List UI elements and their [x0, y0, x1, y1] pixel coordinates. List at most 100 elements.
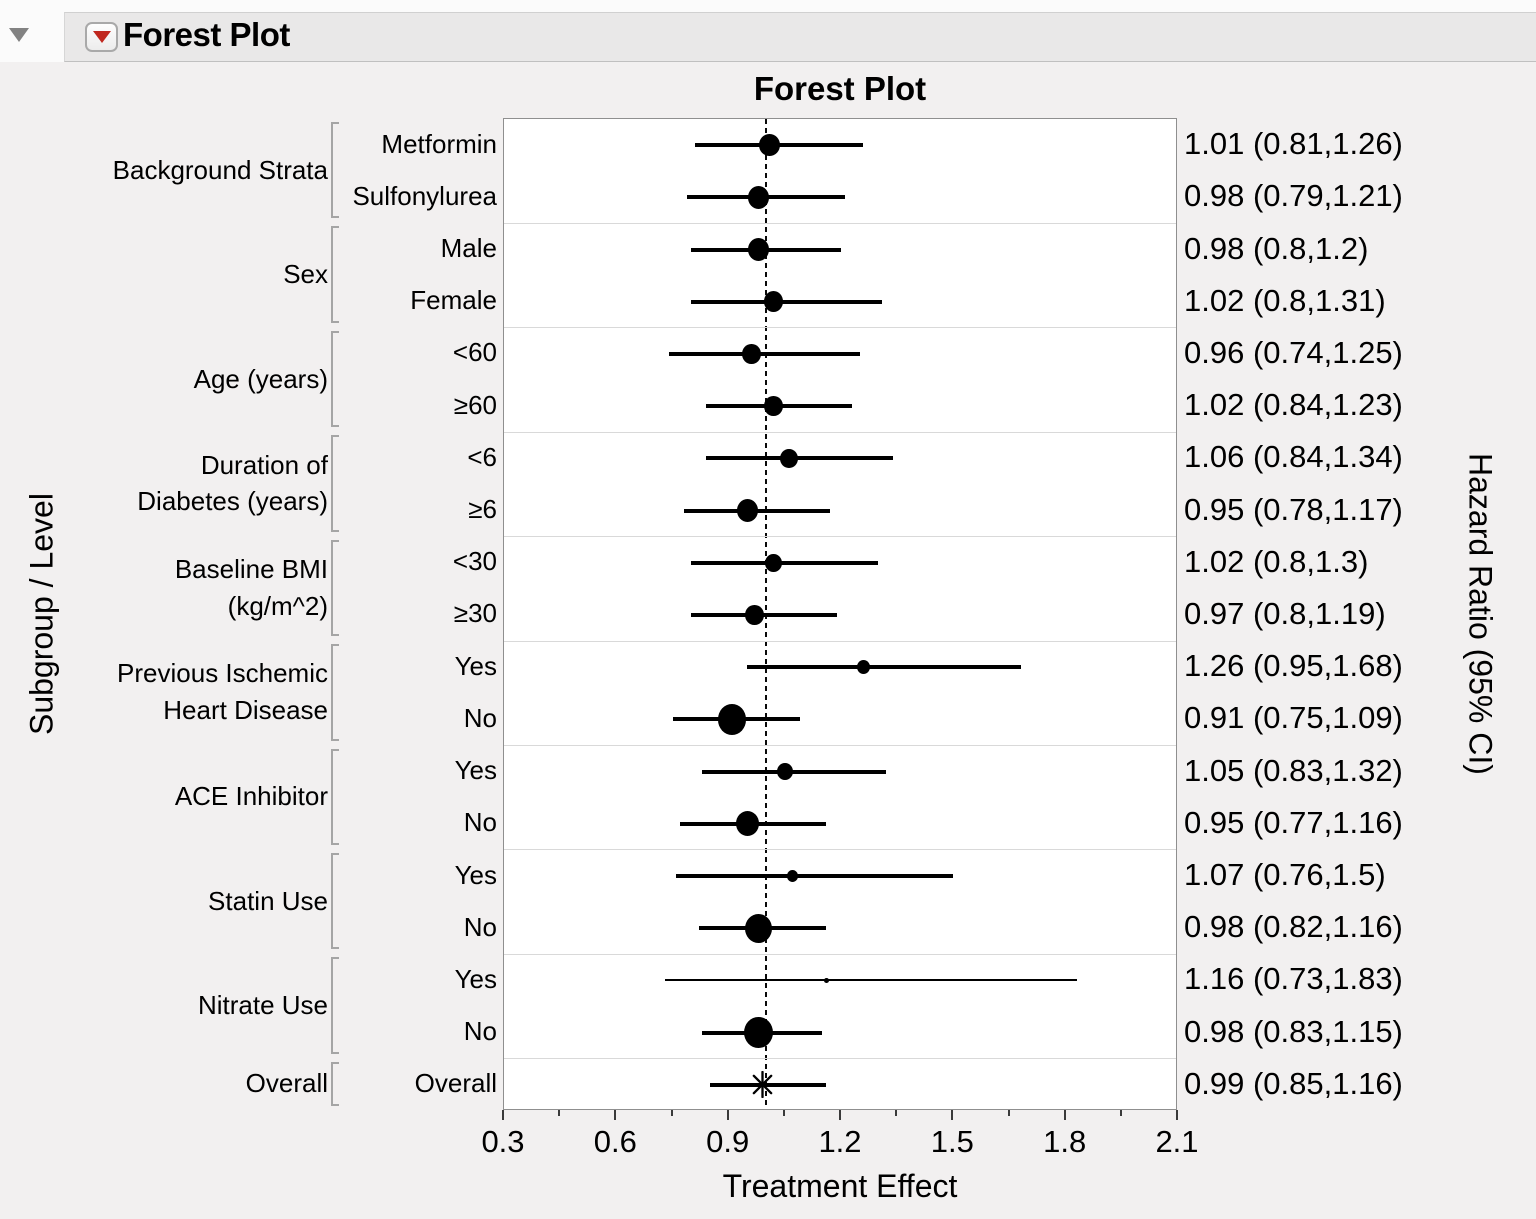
level-label: No	[463, 807, 497, 838]
header-strip: Forest Plot	[0, 0, 1536, 62]
section-separator-line	[504, 1058, 1176, 1060]
marker-circle	[776, 762, 793, 781]
report-title: Forest Plot	[123, 16, 290, 53]
level-label: ≥60	[453, 389, 497, 420]
section-separator-line	[504, 745, 1176, 747]
ci-line	[691, 560, 879, 565]
marker-circle	[765, 553, 783, 572]
estimate-label: 1.02 (0.8,1.31)	[1184, 282, 1386, 318]
group-bracket	[331, 330, 339, 428]
group-label: Statin Use	[208, 885, 328, 916]
ci-line	[691, 299, 883, 304]
estimate-label: 1.07 (0.76,1.5)	[1184, 857, 1386, 893]
section-separator-line	[504, 327, 1176, 329]
marker-asterisk	[748, 1071, 777, 1103]
level-label: Yes	[454, 859, 497, 890]
x-axis-major-tick	[1063, 1110, 1066, 1120]
level-label: Yes	[454, 650, 497, 681]
group-bracket	[331, 226, 339, 323]
x-axis-tick-label: 0.3	[481, 1124, 525, 1159]
marker-circle	[741, 343, 761, 365]
ci-line	[691, 613, 838, 617]
estimate-label: 0.95 (0.78,1.17)	[1184, 491, 1403, 527]
x-axis-minor-tick	[1007, 1110, 1010, 1116]
group-bracket	[331, 435, 339, 532]
group-label: Previous Ischemic Heart Disease	[117, 658, 328, 726]
x-axis-minor-tick	[895, 1110, 898, 1116]
marker-circle	[764, 395, 784, 417]
x-axis-tick-label: 0.6	[593, 1124, 637, 1159]
ci-line	[668, 351, 860, 356]
marker-circle	[748, 238, 770, 261]
group-label: Overall	[245, 1068, 328, 1099]
level-label: Yes	[454, 963, 497, 994]
ci-line	[702, 769, 886, 774]
section-separator-line	[504, 640, 1176, 642]
ci-line	[665, 979, 1077, 982]
x-axis-minor-tick	[670, 1110, 673, 1116]
marker-circle	[748, 185, 770, 209]
x-axis-major-tick	[726, 1110, 729, 1120]
estimate-label: 0.98 (0.83,1.15)	[1184, 1013, 1403, 1049]
estimate-label: 1.02 (0.8,1.3)	[1184, 543, 1369, 579]
x-axis-major-tick	[1176, 1110, 1178, 1120]
estimate-label: 0.98 (0.82,1.16)	[1184, 909, 1403, 945]
estimate-label: 1.06 (0.84,1.34)	[1184, 439, 1403, 475]
group-label: Sex	[283, 259, 328, 290]
estimate-label: 1.01 (0.81,1.26)	[1184, 126, 1403, 162]
x-axis-tick-label: 2.1	[1155, 1124, 1199, 1159]
level-label: Male	[440, 233, 497, 263]
ci-line	[676, 874, 954, 879]
estimate-label: 0.97 (0.8,1.19)	[1184, 595, 1386, 631]
marker-circle	[764, 291, 784, 312]
level-label: Female	[410, 285, 497, 316]
ci-line	[706, 456, 894, 461]
level-label: <6	[467, 441, 497, 472]
level-label: No	[463, 1016, 497, 1047]
group-bracket	[331, 748, 339, 845]
right-axis-title: Hazard Ratio (95% CI)	[1462, 453, 1499, 775]
section-separator-line	[504, 431, 1176, 433]
level-label: No	[463, 911, 497, 942]
group-label: Age (years)	[193, 363, 328, 394]
marker-circle	[856, 660, 870, 675]
group-label: Baseline BMI (kg/m^2)	[174, 553, 328, 621]
marker-circle	[745, 913, 773, 943]
marker-circle	[759, 133, 781, 157]
level-label: Metformin	[381, 128, 497, 159]
group-bracket	[331, 1061, 339, 1106]
x-axis-tick-label: 1.8	[1043, 1124, 1087, 1159]
group-bracket	[331, 539, 339, 637]
group-label: Background Strata	[112, 154, 328, 185]
ci-line	[747, 665, 1021, 670]
x-axis-major-tick	[614, 1110, 617, 1120]
estimate-label: 1.26 (0.95,1.68)	[1184, 648, 1403, 684]
x-axis-minor-tick	[558, 1110, 561, 1116]
group-label: Nitrate Use	[197, 990, 328, 1021]
level-label: <30	[452, 546, 497, 577]
estimate-label: 1.16 (0.73,1.83)	[1184, 961, 1403, 997]
red-triangle-menu-button[interactable]	[85, 22, 118, 52]
estimate-label: 1.05 (0.83,1.32)	[1184, 752, 1403, 788]
red-triangle-icon	[92, 31, 111, 43]
marker-circle	[718, 704, 747, 735]
level-label: Yes	[454, 755, 497, 786]
level-label: Overall	[414, 1068, 497, 1099]
estimate-label: 1.02 (0.84,1.23)	[1184, 387, 1403, 423]
disclosure-triangle-icon[interactable]	[9, 28, 29, 42]
estimate-label: 0.99 (0.85,1.16)	[1184, 1065, 1403, 1101]
marker-circle	[744, 1017, 774, 1049]
estimate-label: 0.95 (0.77,1.16)	[1184, 804, 1403, 840]
x-axis-major-tick	[951, 1110, 954, 1120]
level-label: ≥30	[453, 598, 497, 629]
marker-circle	[779, 448, 798, 469]
report-title-bar: Forest Plot	[64, 12, 1536, 62]
x-axis-tick-label: 1.5	[930, 1124, 974, 1159]
marker-circle	[735, 811, 759, 837]
estimate-label: 0.96 (0.74,1.25)	[1184, 334, 1403, 370]
group-label: Duration of Diabetes (years)	[137, 449, 328, 517]
marker-circle	[736, 499, 758, 522]
level-label: ≥6	[468, 494, 497, 525]
x-axis-title: Treatment Effect	[722, 1168, 958, 1204]
estimate-label: 0.98 (0.79,1.21)	[1184, 178, 1403, 214]
